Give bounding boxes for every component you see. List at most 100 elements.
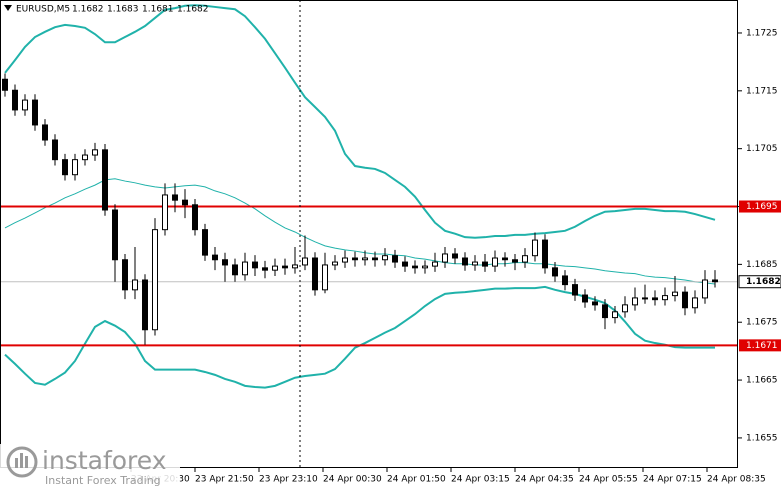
candle-body [2, 78, 8, 91]
plot-area [0, 4, 738, 389]
candle-body [432, 261, 438, 267]
y-tick-label: 1.1675 [746, 318, 778, 328]
candle-body [12, 89, 18, 111]
candle-body [102, 149, 108, 211]
bar-low: 1.1681 [142, 5, 174, 15]
y-tick-label: 1.1665 [746, 376, 778, 386]
candle-body [222, 259, 228, 266]
level-label: 1.1671 [746, 341, 778, 351]
candle-body [82, 154, 88, 161]
candle-body [632, 297, 638, 306]
candle-body [372, 257, 378, 261]
candle-body [132, 279, 138, 291]
candle-body [122, 259, 128, 291]
y-tick-label: 1.1715 [746, 86, 778, 96]
last-price-label: 1.1682 [746, 277, 781, 287]
candle-body [562, 275, 568, 286]
candle-body [52, 139, 58, 161]
candle-body [522, 255, 528, 263]
x-tick-label: 24 Apr 04:35 [515, 475, 574, 485]
candle-body [422, 265, 428, 269]
candle-body [142, 279, 148, 331]
candle-body [662, 295, 668, 301]
candle-body [672, 291, 678, 297]
candle-body [412, 265, 418, 269]
x-tick-label: 24 Apr 05:55 [579, 475, 638, 485]
candle-body [452, 253, 458, 259]
candle-body [332, 261, 338, 266]
header-arrow [4, 5, 12, 11]
logo-bar [20, 453, 23, 468]
candle-body [42, 124, 48, 141]
level-label-box [739, 200, 781, 213]
candle-body [442, 253, 448, 263]
candle-body [272, 265, 278, 271]
watermark-brand: instaforex [42, 446, 167, 475]
candle-body [62, 159, 68, 176]
x-tick-label: 23 Apr 23:10 [259, 475, 318, 485]
candle-body [322, 264, 328, 291]
bar-open: 1.1682 [72, 5, 104, 15]
candle-body [192, 204, 198, 231]
x-tick-label: 24 Apr 08:35 [707, 475, 766, 485]
candle-body [162, 194, 168, 231]
candle-body [582, 294, 588, 303]
logo-bar [15, 458, 18, 468]
candle-body [182, 199, 188, 206]
watermark: instaforex Instant Forex Trading [0, 444, 180, 489]
y-tick-label: 1.1685 [746, 260, 778, 270]
y-tick-label: 1.1725 [746, 28, 778, 38]
bollinger-upper [4, 4, 716, 239]
logo-bar [25, 456, 28, 468]
last-price-box [738, 275, 781, 289]
candle-body [32, 99, 38, 126]
y-tick-label: 1.1705 [746, 144, 778, 154]
candle-body [482, 261, 488, 267]
candle-body [242, 261, 248, 276]
candle-body [572, 284, 578, 296]
candle-body [472, 261, 478, 266]
candle-body [292, 264, 298, 269]
candle-body [172, 194, 178, 201]
bollinger-middle [4, 178, 716, 285]
candle-body [542, 239, 548, 269]
plot-frame [0, 0, 738, 468]
candle-body [622, 304, 628, 313]
candle-body [402, 261, 408, 267]
candle-body [282, 265, 288, 269]
candle-body [232, 264, 238, 276]
candle-body [502, 257, 508, 261]
candle-body [212, 254, 218, 261]
candle-body [612, 311, 618, 319]
x-tick-label: 24 Apr 00:30 [323, 475, 382, 485]
candle-body [112, 209, 118, 261]
candle-body [392, 255, 398, 263]
candle-body [92, 149, 98, 156]
candle-body [312, 257, 318, 291]
x-tick-label: 23 Apr 21:50 [195, 475, 254, 485]
candle-body [512, 259, 518, 263]
y-tick-label: 1.1655 [746, 433, 778, 443]
candle-body [252, 261, 258, 269]
candle-body [262, 267, 268, 271]
candle-body [202, 229, 208, 256]
candle-body [492, 257, 498, 267]
candle-body [642, 297, 648, 300]
level-label-box [739, 339, 781, 352]
x-tick-label: 24 Apr 03:15 [451, 475, 510, 485]
level-label: 1.1695 [746, 202, 778, 212]
candle-body [702, 279, 708, 299]
watermark-tagline: Instant Forex Trading [45, 474, 161, 487]
candle-body [342, 257, 348, 263]
candle-body [682, 291, 688, 309]
candle-body [352, 257, 358, 261]
candle-body [712, 279, 718, 283]
symbol: EURUSD,M5 [16, 5, 70, 15]
candle-body [462, 257, 468, 266]
candle-body [22, 99, 28, 111]
candle-body [152, 229, 158, 331]
logo-ring [6, 446, 38, 478]
candle-body [652, 297, 658, 301]
